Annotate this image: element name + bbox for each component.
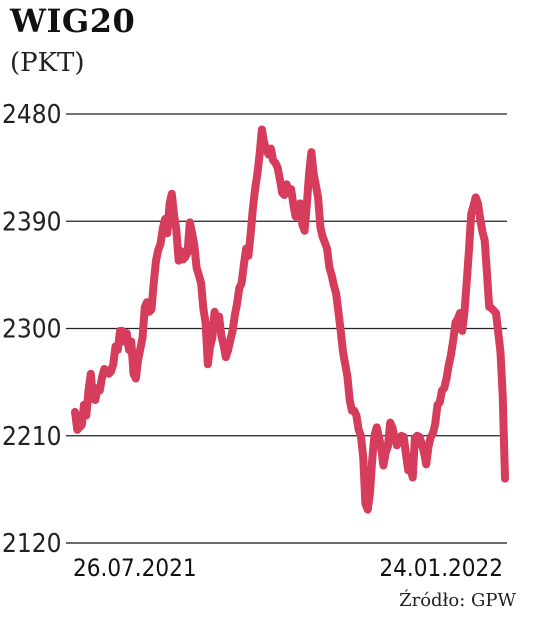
x-tick-label: 26.07.2021 (73, 554, 197, 582)
y-tick-label: 2390 (2, 207, 62, 237)
chart-title: WIG20 (10, 2, 136, 40)
source-note: Źródło: GPW (399, 590, 516, 611)
x-tick-label: 24.01.2022 (379, 554, 503, 582)
x-tick-labels: 26.07.2021 24.01.2022 (73, 554, 503, 582)
y-tick-label: 2300 (2, 315, 62, 345)
y-tick-label: 2210 (2, 422, 62, 452)
unit-label: (PKT) (10, 48, 85, 78)
wig20-series-line (71, 125, 509, 514)
y-tick-label: 2120 (2, 529, 62, 559)
y-tick-labels: 2480 2390 2300 2210 2120 (2, 100, 62, 559)
y-tick-label: 2480 (2, 100, 62, 130)
